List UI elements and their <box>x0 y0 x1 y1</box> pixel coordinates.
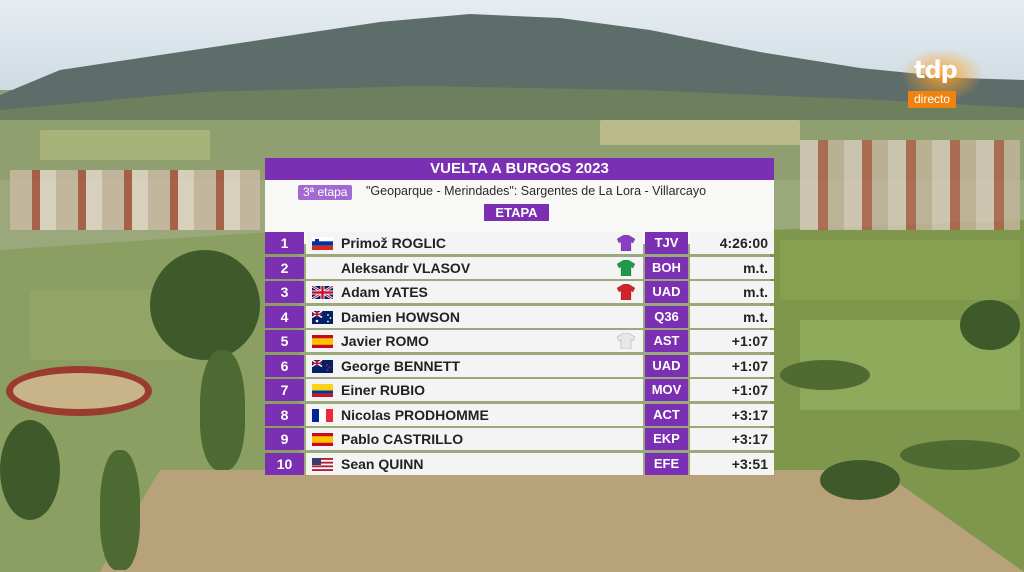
rider-cell: Sean QUINN <box>306 452 643 475</box>
finish-time: +3:51 <box>690 452 774 475</box>
team-code: UAD <box>645 281 688 303</box>
flag-esp-icon <box>312 433 333 446</box>
rider-name: Adam YATES <box>341 284 428 300</box>
rider-name: Pablo CASTRILLO <box>341 431 464 447</box>
rider-cell: Damien HOWSON <box>306 305 643 328</box>
tree <box>820 460 900 500</box>
result-row: 8 Nicolas PRODHOMME ACT +3:17 <box>265 403 774 426</box>
field <box>40 130 210 160</box>
position-number: 6 <box>265 354 304 377</box>
position-number: 8 <box>265 403 304 426</box>
team-code: AST <box>645 330 688 352</box>
finish-time: 4:26:00 <box>690 232 774 254</box>
stage-results-panel: VUELTA A BURGOS 2023 3ª etapa "Geoparque… <box>265 158 774 475</box>
result-row: 1 Primož ROGLIC TJV 4:26:00 <box>265 232 774 254</box>
result-row: 10 Sean QUINN EFE +3:51 <box>265 452 774 475</box>
white-jersey-icon <box>616 332 636 350</box>
tree <box>150 250 260 360</box>
result-row: 6 George BENNETT UAD +1:07 <box>265 354 774 377</box>
rider-name: Primož ROGLIC <box>341 235 447 251</box>
bullring <box>6 366 152 416</box>
rider-cell: Aleksandr VLASOV <box>306 256 643 279</box>
position-number: 2 <box>265 256 304 279</box>
finish-time: m.t. <box>690 256 774 279</box>
position-number: 5 <box>265 330 304 352</box>
tree <box>960 300 1020 350</box>
result-row: 2 Aleksandr VLASOV BOH m.t. <box>265 256 774 279</box>
team-code: Q36 <box>645 305 688 328</box>
finish-time: +1:07 <box>690 379 774 401</box>
town-buildings <box>800 140 1020 230</box>
race-title: VUELTA A BURGOS 2023 <box>265 158 774 180</box>
flag-aus-icon <box>312 310 333 324</box>
result-row: 9 Pablo CASTRILLO EKP +3:17 <box>265 428 774 450</box>
position-number: 4 <box>265 305 304 328</box>
team-code: TJV <box>645 232 688 254</box>
logo-text: tdp <box>914 56 958 84</box>
flag-usa-icon <box>312 457 333 471</box>
stage-number-badge: 3ª etapa <box>298 185 353 200</box>
rider-name: Damien HOWSON <box>341 308 461 325</box>
rider-cell: Nicolas PRODHOMME <box>306 403 643 426</box>
team-code: UAD <box>645 354 688 377</box>
red-jersey-icon <box>616 283 636 301</box>
finish-time: +3:17 <box>690 428 774 450</box>
town-buildings <box>10 170 260 230</box>
team-code: BOH <box>645 256 688 279</box>
team-code: MOV <box>645 379 688 401</box>
rider-name: Sean QUINN <box>341 455 424 472</box>
team-code: ACT <box>645 403 688 426</box>
finish-time: m.t. <box>690 281 774 303</box>
finish-time: +1:07 <box>690 354 774 377</box>
rider-name: George BENNETT <box>341 357 461 374</box>
tree <box>0 420 60 520</box>
tdp-logo: tdp directo <box>900 48 984 110</box>
flag-col-icon <box>312 384 333 397</box>
flag-esp-icon <box>312 335 333 348</box>
rider-name: Javier ROMO <box>341 333 429 349</box>
result-row: 4 Damien HOWSON Q36 m.t. <box>265 305 774 328</box>
result-row: 5 Javier ROMO AST +1:07 <box>265 330 774 352</box>
position-number: 1 <box>265 232 304 254</box>
position-number: 9 <box>265 428 304 450</box>
rider-cell: Javier ROMO <box>306 330 643 352</box>
team-code: EFE <box>645 452 688 475</box>
rider-cell: Pablo CASTRILLO <box>306 428 643 450</box>
field <box>780 240 1020 300</box>
tree <box>100 450 140 570</box>
flag-gbr-icon <box>312 286 333 299</box>
flag-fra-icon <box>312 408 333 422</box>
rider-cell: Einer RUBIO <box>306 379 643 401</box>
rider-cell: Primož ROGLIC <box>306 232 643 254</box>
hedgerow <box>900 440 1020 470</box>
rider-name: Nicolas PRODHOMME <box>341 406 489 423</box>
hedgerow <box>780 360 870 390</box>
purple-jersey-icon <box>616 234 636 252</box>
tree <box>200 350 245 470</box>
rider-name: Aleksandr VLASOV <box>341 259 471 276</box>
field <box>600 120 800 145</box>
flag-nzl-icon <box>312 359 333 373</box>
team-code: EKP <box>645 428 688 450</box>
green-jersey-icon <box>616 259 636 276</box>
live-label: directo <box>908 91 957 108</box>
result-row: 7 Einer RUBIO MOV +1:07 <box>265 379 774 401</box>
position-number: 7 <box>265 379 304 401</box>
finish-time: +3:17 <box>690 403 774 426</box>
rider-cell: George BENNETT <box>306 354 643 377</box>
rider-name: Einer RUBIO <box>341 382 426 398</box>
position-number: 3 <box>265 281 304 303</box>
result-row: 3 Adam YATES UAD m.t. <box>265 281 774 303</box>
finish-time: +1:07 <box>690 330 774 352</box>
position-number: 10 <box>265 452 304 475</box>
stage-route: "Geoparque - Merindades": Sargentes de L… <box>366 184 707 198</box>
finish-time: m.t. <box>690 305 774 328</box>
classification-label: ETAPA <box>484 204 549 221</box>
rider-cell: Adam YATES <box>306 281 643 303</box>
flag-svn-icon <box>312 237 333 250</box>
